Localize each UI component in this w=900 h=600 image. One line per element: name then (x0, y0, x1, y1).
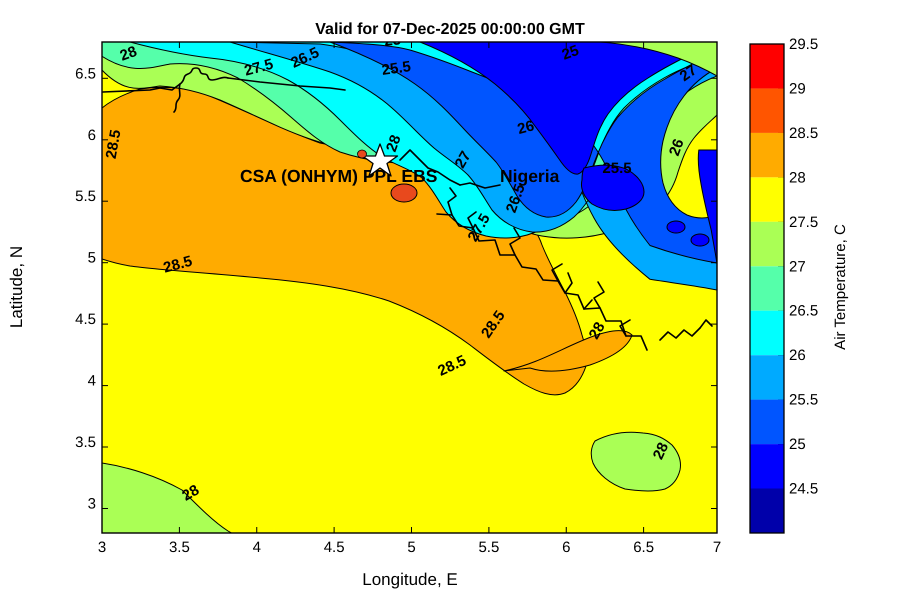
svg-text:4: 4 (253, 539, 261, 556)
svg-text:3.5: 3.5 (75, 434, 96, 451)
svg-text:3: 3 (98, 539, 106, 556)
svg-text:24.5: 24.5 (789, 481, 818, 498)
svg-text:5.5: 5.5 (75, 188, 96, 205)
svg-text:6.5: 6.5 (75, 65, 96, 82)
svg-text:26: 26 (789, 347, 806, 364)
svg-text:3: 3 (88, 496, 96, 513)
svg-text:5.5: 5.5 (478, 539, 499, 556)
svg-text:6: 6 (88, 127, 96, 144)
svg-text:3.5: 3.5 (169, 539, 190, 556)
svg-text:27.5: 27.5 (789, 214, 818, 231)
svg-text:CSA (ONHYM) PPL EBS: CSA (ONHYM) PPL EBS (240, 166, 437, 186)
svg-text:25.5: 25.5 (789, 392, 818, 409)
svg-text:27: 27 (789, 258, 806, 275)
svg-text:25: 25 (789, 436, 806, 453)
svg-text:Latitude, N: Latitude, N (7, 246, 26, 328)
svg-text:Air Temperature, C: Air Temperature, C (832, 224, 849, 350)
svg-text:28.5: 28.5 (789, 125, 818, 142)
svg-text:6: 6 (562, 539, 570, 556)
svg-text:4.5: 4.5 (75, 311, 96, 328)
svg-text:6.5: 6.5 (633, 539, 654, 556)
svg-text:Longitude, E: Longitude, E (362, 570, 457, 589)
svg-text:25.5: 25.5 (602, 160, 631, 177)
svg-text:26.5: 26.5 (789, 303, 818, 320)
svg-text:Nigeria: Nigeria (500, 166, 560, 186)
svg-text:29: 29 (789, 81, 806, 98)
svg-text:28: 28 (789, 169, 806, 186)
svg-text:7: 7 (713, 539, 721, 556)
svg-text:4: 4 (88, 373, 96, 390)
svg-text:29.5: 29.5 (789, 36, 818, 53)
svg-text:Valid for 07-Dec-2025 00:00:00: Valid for 07-Dec-2025 00:00:00 GMT (315, 21, 585, 38)
svg-text:4.5: 4.5 (324, 539, 345, 556)
svg-text:5: 5 (407, 539, 415, 556)
svg-text:5: 5 (88, 250, 96, 267)
